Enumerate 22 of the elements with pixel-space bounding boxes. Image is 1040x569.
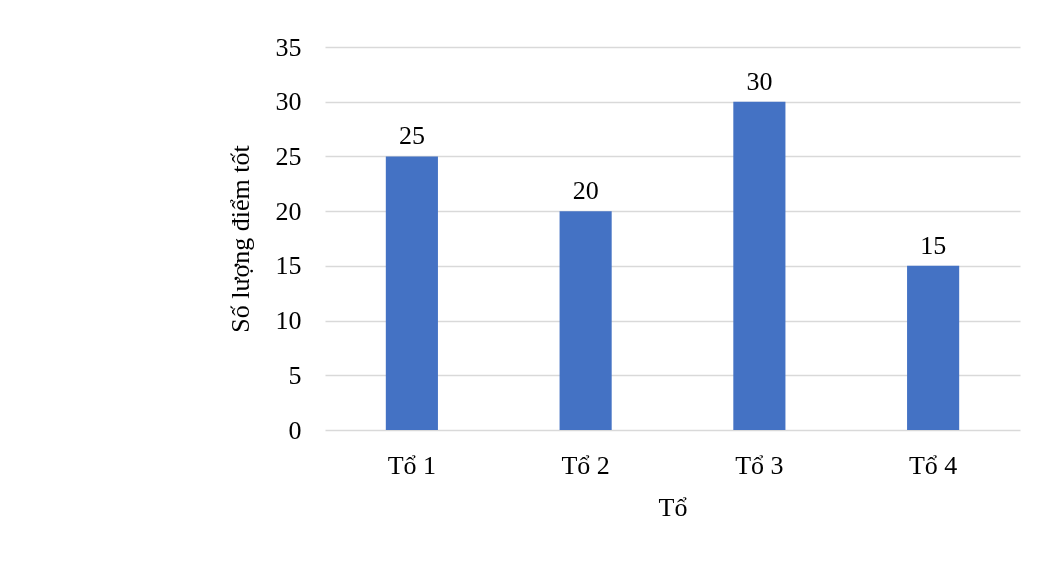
x-tick-label: Tổ 3 xyxy=(735,450,784,480)
y-tick-label: 10 xyxy=(275,306,302,336)
data-label: 20 xyxy=(572,176,599,206)
bar xyxy=(559,211,612,430)
bar xyxy=(385,156,438,430)
y-tick-label: 35 xyxy=(275,32,302,62)
y-tick-label: 0 xyxy=(288,415,302,445)
x-tick-label: Tổ 4 xyxy=(908,450,958,480)
x-tick-label: Tổ 2 xyxy=(561,450,610,480)
y-tick-label: 20 xyxy=(275,196,302,226)
y-tick-label: 25 xyxy=(275,141,302,171)
y-axis-title: Số lượng điểm tốt xyxy=(225,144,255,333)
y-tick-label: 5 xyxy=(288,360,302,390)
data-label: 25 xyxy=(398,121,425,151)
data-label: 15 xyxy=(920,230,947,260)
x-tick-label: Tổ 1 xyxy=(387,450,437,480)
bar xyxy=(733,101,786,430)
bar xyxy=(907,265,960,430)
y-tick-label: 30 xyxy=(275,87,302,117)
data-label: 30 xyxy=(746,66,773,96)
y-tick-label: 15 xyxy=(275,251,302,281)
x-axis-title: Tổ xyxy=(658,492,688,522)
